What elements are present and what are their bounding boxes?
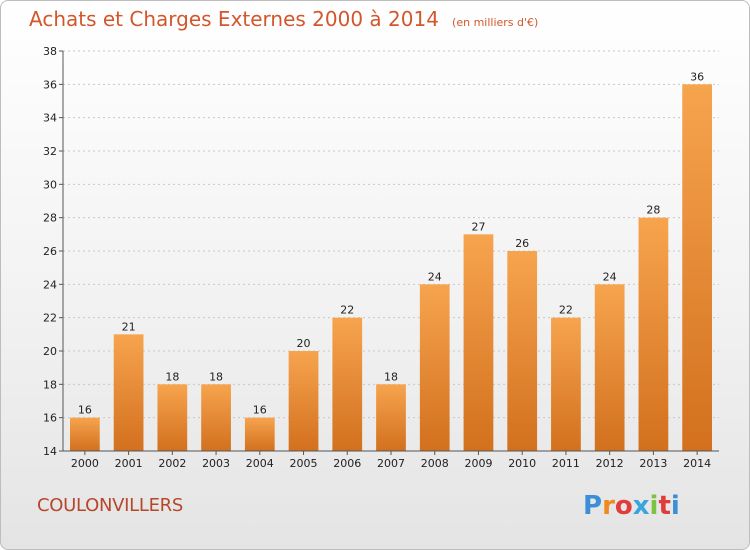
bar-value-label: 26 [515,237,529,250]
x-tick-label: 2006 [333,457,361,470]
bars: 16 21 18 18 16 20 22 18 24 27 26 22 24 28 36 [69,70,713,451]
x-tick-label: 2012 [596,457,624,470]
bar-value-label: 16 [78,404,92,417]
proxiti-logo: Proxiti [583,491,680,521]
bar [507,251,538,451]
bar [419,284,450,451]
y-tick-label: 30 [43,178,57,191]
bar [594,284,625,451]
x-tick-label: 2011 [552,457,580,470]
bar [551,317,581,451]
title-block: Achats et Charges Externes 2000 à 2014 (… [29,7,538,31]
bar-value-label: 18 [384,370,398,383]
x-tick-label: 2009 [464,457,492,470]
y-tick-label: 18 [43,378,57,391]
x-tick-label: 2013 [639,457,667,470]
x-tick-label: 2003 [202,457,230,470]
chart-subtitle: (en milliers d'€) [452,16,539,29]
y-tick-label: 36 [43,78,57,91]
bar-value-label: 28 [646,204,660,217]
bar [157,384,188,451]
bar [244,417,275,451]
bar [332,317,363,451]
x-tick-label: 2008 [421,457,449,470]
x-tick-label: 2007 [377,457,405,470]
commune-name: COULONVILLERS [37,495,184,516]
logo-letter: x [632,491,650,521]
bar-value-label: 22 [559,304,573,317]
x-tick-label: 2010 [508,457,536,470]
x-tick-label: 2000 [71,457,99,470]
logo-letter: o [614,491,633,521]
bar [682,84,713,451]
bar [201,384,231,451]
bar-value-label: 16 [253,404,267,417]
x-tick-label: 2014 [683,457,711,470]
y-tick-label: 28 [43,212,57,225]
y-tick-label: 14 [43,445,57,458]
y-tick-label: 38 [43,45,57,58]
bar-value-label: 36 [690,70,704,83]
x-tick-label: 2004 [246,457,274,470]
logo-letter: t [658,491,671,521]
y-tick-label: 32 [43,145,57,158]
bar-value-label: 20 [297,337,311,350]
x-tick-label: 2002 [158,457,186,470]
y-tick-label: 26 [43,245,57,258]
logo-letter: i [649,491,659,521]
bar-value-label: 24 [603,270,617,283]
bar-value-label: 21 [122,320,136,333]
logo-letter: P [583,491,603,521]
x-tick-label: 2001 [115,457,143,470]
axes: 14 16 18 20 22 24 26 28 30 32 34 36 38 2000 2001 2002 20… [43,45,719,470]
bar [376,384,406,451]
y-tick-label: 22 [43,312,57,325]
bar [463,234,494,451]
logo-letter: r [602,491,615,521]
bar-value-label: 18 [165,370,179,383]
x-tick-label: 2005 [290,457,318,470]
chart-title: Achats et Charges Externes 2000 à 2014 [29,7,439,31]
bar [638,217,669,451]
y-tick-label: 34 [43,112,57,125]
bar [69,417,100,451]
bar [288,351,319,451]
bar [113,334,144,451]
y-tick-label: 24 [43,278,57,291]
y-tick-label: 20 [43,345,57,358]
y-tick-label: 16 [43,412,57,425]
bar-value-label: 18 [209,370,223,383]
bar-value-label: 22 [340,304,354,317]
bar-value-label: 27 [471,220,485,233]
logo-letter: i [670,491,680,521]
bar-value-label: 24 [428,270,442,283]
